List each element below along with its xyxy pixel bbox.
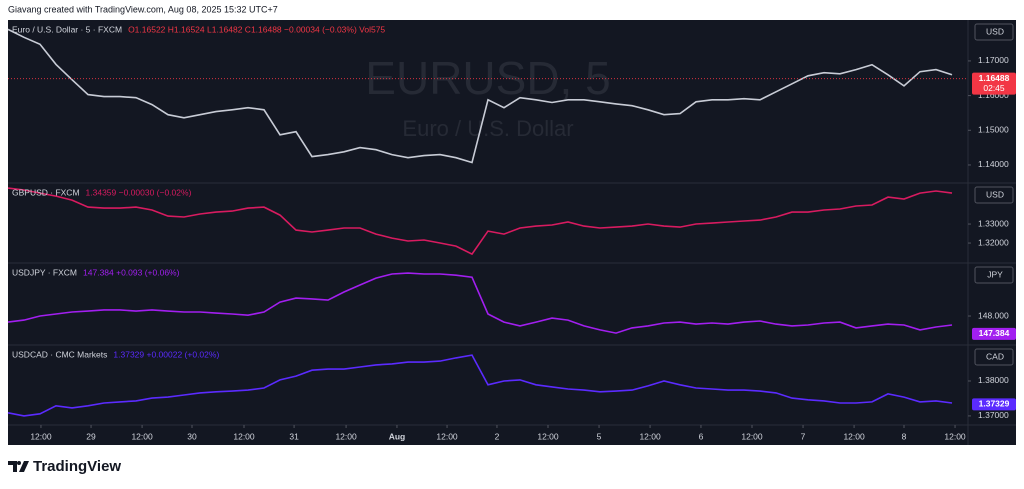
x-tick-label: 12:00 bbox=[30, 431, 52, 441]
x-tick-label: 12:00 bbox=[639, 431, 661, 441]
currency-badge: CAD bbox=[986, 351, 1004, 361]
x-tick-label: 8 bbox=[902, 431, 907, 441]
price-line bbox=[7, 187, 953, 256]
x-tick-label: 30 bbox=[187, 431, 197, 441]
y-tick-label: 1.15000 bbox=[978, 125, 1009, 135]
legend-title: Euro / U.S. Dollar · 5 · FXCM bbox=[12, 24, 122, 34]
y-tick-label: 1.16000 bbox=[978, 90, 1009, 100]
price-line bbox=[7, 28, 953, 164]
currency-badge-frame bbox=[974, 23, 1014, 41]
chart-background bbox=[8, 20, 1016, 445]
last-price-label: 1.16488 bbox=[979, 73, 1010, 83]
x-tick-label: 12:00 bbox=[537, 431, 559, 441]
last-price-label: 1.37329 bbox=[979, 399, 1010, 409]
legend-title: USDJPY · FXCM bbox=[12, 267, 77, 277]
currency-badge-frame bbox=[974, 266, 1014, 284]
header: Giavang created with TradingView.com, Au… bbox=[8, 4, 278, 14]
y-tick-label: 1.33000 bbox=[978, 218, 1009, 228]
legend-quote: O1.16522 H1.16524 L1.16482 C1.16488 −0.0… bbox=[128, 24, 385, 34]
legend-title: GBPUSD · FXCM bbox=[12, 187, 80, 197]
legend-title: USDCAD · CMC Markets bbox=[12, 349, 107, 359]
x-tick-label: 5 bbox=[597, 431, 602, 441]
currency-badge: JPY bbox=[987, 269, 1003, 279]
last-price-badge bbox=[972, 327, 1016, 340]
price-line bbox=[7, 354, 953, 417]
logo-dot bbox=[17, 461, 21, 465]
x-tick-label: 31 bbox=[289, 431, 299, 441]
legend-quote: 147.384 +0.093 (+0.06%) bbox=[83, 267, 180, 277]
currency-badge: USD bbox=[986, 26, 1004, 36]
watermark-subtitle: Euro / U.S. Dollar bbox=[402, 116, 573, 141]
x-tick-label: 12:00 bbox=[335, 431, 357, 441]
countdown: 02:45 bbox=[983, 83, 1005, 93]
x-tick-label: 7 bbox=[801, 431, 806, 441]
logo: TradingView bbox=[8, 458, 121, 475]
x-tick-label: 12:00 bbox=[131, 431, 153, 441]
x-tick-label: 12:00 bbox=[843, 431, 865, 441]
y-tick-label: 1.38000 bbox=[978, 375, 1009, 385]
y-tick-label: 1.32000 bbox=[978, 237, 1009, 247]
last-price-badge bbox=[972, 398, 1016, 411]
watermark: EURUSD, 5 bbox=[365, 52, 610, 104]
last-price-badge bbox=[972, 72, 1016, 95]
x-tick-label: 12:00 bbox=[233, 431, 255, 441]
x-tick-label: 12:00 bbox=[741, 431, 763, 441]
currency-badge-frame bbox=[974, 186, 1014, 204]
x-tick-label: 2 bbox=[495, 431, 500, 441]
last-price-label: 147.384 bbox=[979, 328, 1010, 338]
y-tick-label: 148.000 bbox=[978, 310, 1009, 320]
logo-icon bbox=[8, 461, 29, 472]
logo-text: TradingView bbox=[33, 458, 121, 475]
y-tick-label: 1.14000 bbox=[978, 159, 1009, 169]
x-tick-label: 6 bbox=[699, 431, 704, 441]
y-tick-label: 1.17000 bbox=[978, 55, 1009, 65]
currency-badge-frame bbox=[974, 348, 1014, 366]
legend-quote: 1.37329 +0.00022 (+0.02%) bbox=[113, 349, 219, 359]
x-tick-label: Aug bbox=[389, 431, 406, 441]
x-tick-label: 12:00 bbox=[436, 431, 458, 441]
price-line bbox=[7, 272, 953, 334]
x-tick-label: 29 bbox=[86, 431, 96, 441]
legend-quote: 1.34359 −0.00030 (−0.02%) bbox=[86, 187, 192, 197]
y-tick-label: 1.37000 bbox=[978, 410, 1009, 420]
x-tick-label: 12:00 bbox=[944, 431, 966, 441]
currency-badge: USD bbox=[986, 189, 1004, 199]
